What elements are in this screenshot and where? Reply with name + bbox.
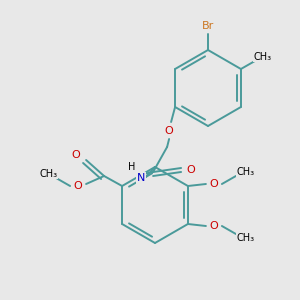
Text: O: O bbox=[187, 165, 196, 175]
Text: CH₃: CH₃ bbox=[254, 52, 272, 62]
Text: N: N bbox=[137, 173, 145, 183]
Text: CH₃: CH₃ bbox=[39, 169, 57, 179]
Text: H: H bbox=[128, 162, 136, 172]
Text: Br: Br bbox=[202, 21, 214, 31]
Text: O: O bbox=[72, 150, 80, 160]
Text: O: O bbox=[209, 179, 218, 189]
Text: O: O bbox=[165, 126, 173, 136]
Text: CH₃: CH₃ bbox=[237, 233, 255, 243]
Text: O: O bbox=[209, 221, 218, 231]
Text: CH₃: CH₃ bbox=[237, 167, 255, 177]
Text: O: O bbox=[74, 181, 82, 191]
